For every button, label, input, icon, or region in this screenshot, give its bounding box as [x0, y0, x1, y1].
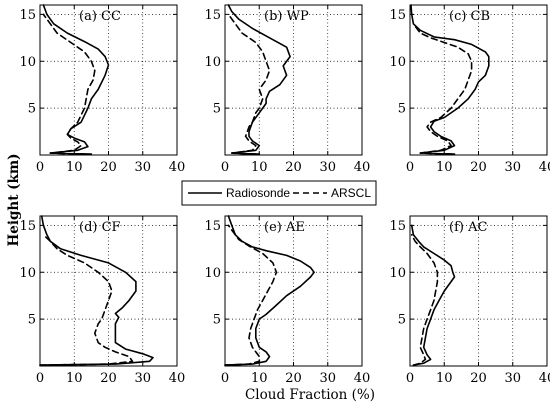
x-tick-label: 20: [100, 160, 117, 175]
x-tick-label: 20: [285, 160, 302, 175]
x-tick-label: 10: [436, 371, 453, 386]
panel-a-cc: 0 10 20 30 40 5 10 15 (a) CC: [19, 4, 186, 175]
x-tick-label: 10: [66, 160, 83, 175]
x-tick-label: 10: [436, 160, 453, 175]
x-tick-label: 20: [285, 371, 302, 386]
y-tick-label: 5: [28, 313, 36, 328]
y-tick-label: 10: [19, 55, 36, 70]
x-tick-label: 40: [354, 160, 371, 175]
y-tick-label: 5: [213, 313, 221, 328]
y-tick-label: 15: [204, 219, 221, 234]
panel-label: (d) CF: [79, 220, 121, 235]
x-tick-label: 20: [470, 371, 487, 386]
series-line-arscl: [227, 13, 271, 155]
x-tick-label: 30: [319, 371, 336, 386]
series-line-arscl: [224, 224, 278, 366]
x-tick-label: 30: [134, 371, 151, 386]
legend: Radiosonde ARSCL: [181, 180, 377, 206]
x-tick-label: 0: [36, 371, 44, 386]
x-tick-label: 0: [36, 160, 44, 175]
y-tick-label: 5: [28, 102, 36, 117]
plot-frame: [224, 4, 363, 156]
x-tick-label: 40: [539, 371, 550, 386]
series-line-radiosonde: [410, 4, 490, 155]
x-tick-label: 30: [504, 371, 521, 386]
x-tick-label: 20: [100, 371, 117, 386]
y-tick-label: 5: [398, 102, 406, 117]
y-tick-label: 15: [19, 8, 36, 23]
plot-frame: [39, 215, 178, 367]
panel-e-ae: 0 10 20 30 40 5 10 15 (e) AE: [204, 215, 371, 386]
series-line-radiosonde: [224, 215, 315, 366]
x-tick-label: 30: [319, 160, 336, 175]
legend-label-arscl: ARSCL: [331, 186, 371, 200]
y-tick-label: 10: [204, 55, 221, 70]
x-tick-label: 0: [406, 371, 414, 386]
x-tick-label: 40: [169, 371, 186, 386]
panel-f-ac: 0 10 20 30 40 5 10 15 (f) AC: [389, 215, 550, 386]
panel-label: (c) CB: [449, 9, 490, 24]
x-tick-label: 30: [134, 160, 151, 175]
x-tick-label: 40: [354, 371, 371, 386]
x-tick-label: 10: [251, 371, 268, 386]
x-tick-label: 0: [406, 160, 414, 175]
panel-label: (a) CC: [79, 9, 121, 24]
x-axis-label: Cloud Fraction (%): [245, 387, 375, 403]
x-tick-label: 0: [221, 371, 229, 386]
x-tick-label: 40: [539, 160, 550, 175]
y-tick-label: 15: [389, 219, 406, 234]
x-tick-label: 40: [169, 160, 186, 175]
panels: 0 10 20 30 40 5 10 15 (a) CC 0 10 20 30 40 5 10 15 (b) WP…: [19, 4, 550, 386]
y-tick-label: 15: [19, 219, 36, 234]
y-tick-label: 10: [389, 266, 406, 281]
panel-label: (e) AE: [264, 220, 305, 235]
y-axis-label: Height (km): [6, 153, 22, 246]
x-tick-label: 10: [251, 160, 268, 175]
panel-label: (f) AC: [449, 220, 487, 235]
y-tick-label: 15: [389, 8, 406, 23]
x-tick-label: 10: [66, 371, 83, 386]
panel-c-cb: 0 10 20 30 40 5 10 15 (c) CB: [389, 4, 550, 175]
y-tick-label: 10: [204, 266, 221, 281]
plot-frame: [409, 4, 548, 156]
series-line-radiosonde: [39, 215, 154, 366]
series-line-radiosonde: [42, 4, 110, 155]
x-tick-label: 30: [504, 160, 521, 175]
series-line-arscl: [410, 234, 439, 366]
series-line-arscl: [412, 23, 473, 155]
panel-d-cf: 0 10 20 30 40 5 10 15 (d) CF: [19, 215, 186, 386]
plot-frame: [409, 215, 548, 367]
panel-label: (b) WP: [264, 9, 309, 24]
series-line-radiosonde: [227, 4, 291, 155]
y-tick-label: 10: [389, 55, 406, 70]
panel-b-wp: 0 10 20 30 40 5 10 15 (b) WP: [204, 4, 371, 175]
series-line-arscl: [39, 234, 134, 366]
series-line-arscl: [42, 13, 96, 155]
y-tick-label: 5: [213, 102, 221, 117]
y-tick-label: 15: [204, 8, 221, 23]
series-line-radiosonde: [410, 224, 456, 366]
legend-label-radiosonde: Radiosonde: [226, 186, 290, 200]
x-tick-label: 20: [470, 160, 487, 175]
x-tick-label: 0: [221, 160, 229, 175]
y-tick-label: 5: [398, 313, 406, 328]
y-tick-label: 10: [19, 266, 36, 281]
